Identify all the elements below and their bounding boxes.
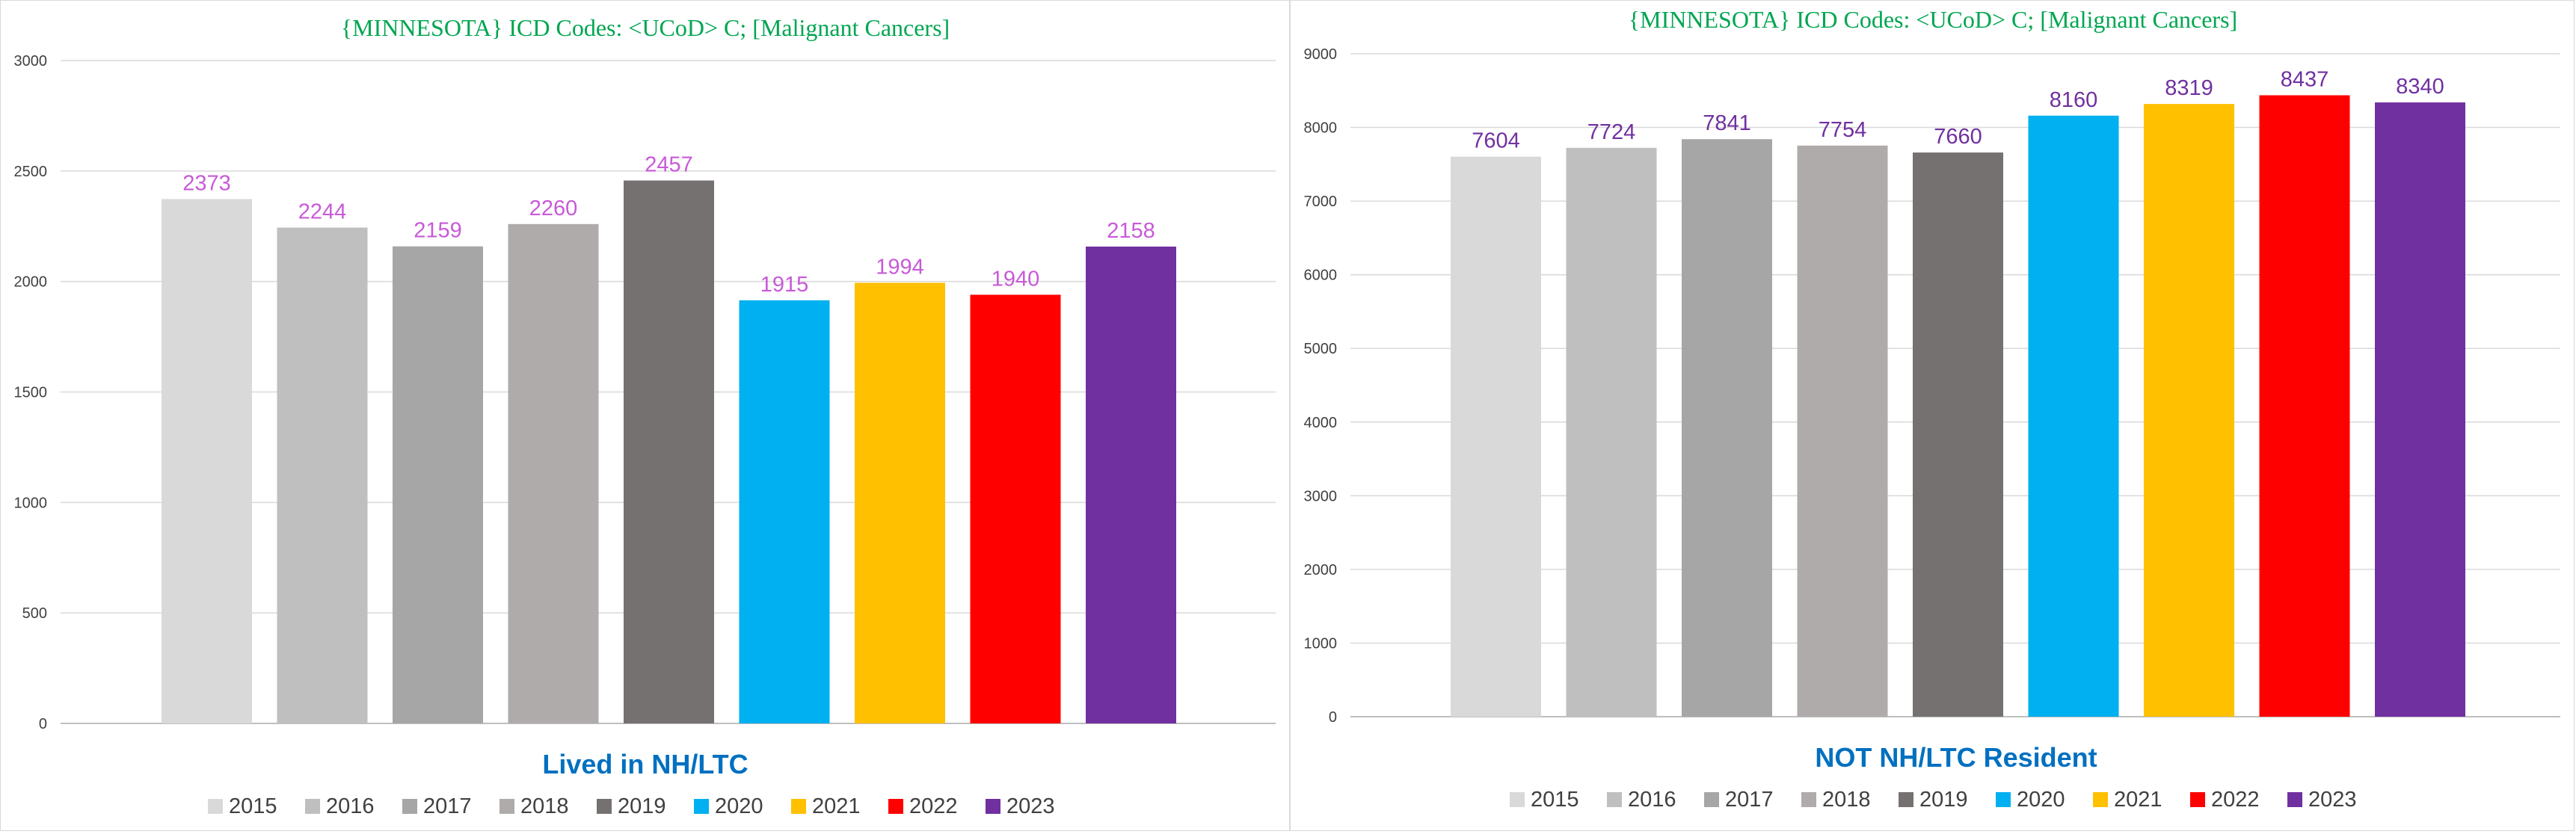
left-legend-swatch-2016 xyxy=(305,799,320,814)
left-data-label-2022: 1940 xyxy=(992,267,1040,291)
right-y-tick-label: 2000 xyxy=(1304,562,1338,578)
left-y-tick-label: 1500 xyxy=(14,385,48,401)
left-legend-swatch-2015 xyxy=(208,799,223,814)
right-legend-swatch-2022 xyxy=(2190,792,2205,807)
chart-right-svg: {MINNESOTA} ICD Codes: <UCoD> C; [Malign… xyxy=(1304,6,2560,812)
right-bar-2019 xyxy=(1913,152,2003,717)
right-legend-swatch-2016 xyxy=(1607,792,1622,807)
left-data-label-2023: 2158 xyxy=(1107,219,1155,243)
right-data-label-2020: 8160 xyxy=(2050,88,2098,112)
right-bar-2015 xyxy=(1451,156,1541,717)
right-legend-label-2020: 2020 xyxy=(2017,788,2065,812)
right-legend-label-2019: 2019 xyxy=(1919,788,1968,812)
left-legend-label-2015: 2015 xyxy=(229,794,277,818)
right-legend-label-2018: 2018 xyxy=(1822,788,1871,812)
right-data-label-2015: 7604 xyxy=(1472,129,1520,153)
right-bar-2017 xyxy=(1682,139,1772,717)
right-bar-2020 xyxy=(2028,115,2119,717)
left-y-tick-label: 3000 xyxy=(14,53,48,70)
chart-left-svg: {MINNESOTA} ICD Codes: <UCoD> C; [Malign… xyxy=(14,14,1276,818)
right-bar-2023 xyxy=(2375,102,2465,717)
right-legend-swatch-2020 xyxy=(1996,792,2011,807)
right-legend-label-2015: 2015 xyxy=(1531,788,1579,812)
left-legend-label-2019: 2019 xyxy=(618,794,666,818)
left-bar-2020 xyxy=(739,300,830,723)
left-y-tick-label: 2000 xyxy=(14,274,48,291)
right-y-tick-label: 6000 xyxy=(1304,268,1338,284)
right-bar-2016 xyxy=(1566,147,1657,717)
left-bar-2015 xyxy=(162,199,252,723)
left-y-tick-label: 500 xyxy=(22,605,47,622)
left-legend-label-2018: 2018 xyxy=(520,794,569,818)
right-y-tick-label: 9000 xyxy=(1304,46,1338,63)
right-legend-swatch-2019 xyxy=(1899,792,1913,807)
left-legend-label-2023: 2023 xyxy=(1006,794,1055,818)
right-y-tick-label: 4000 xyxy=(1304,415,1338,431)
left-legend-label-2021: 2021 xyxy=(812,794,861,818)
left-bar-2021 xyxy=(855,282,945,723)
right-legend-swatch-2015 xyxy=(1510,792,1525,807)
left-legend-label-2020: 2020 xyxy=(715,794,763,818)
left-bar-2023 xyxy=(1086,246,1176,724)
left-data-label-2018: 2260 xyxy=(529,197,578,220)
right-legend-label-2022: 2022 xyxy=(2211,788,2260,812)
left-bar-2018 xyxy=(508,223,599,723)
left-data-label-2017: 2159 xyxy=(414,219,462,243)
chart-panel-left: {MINNESOTA} ICD Codes: <UCoD> C; [Malign… xyxy=(0,0,1290,831)
left-legend-swatch-2020 xyxy=(694,799,709,814)
chart-panel-right: {MINNESOTA} ICD Codes: <UCoD> C; [Malign… xyxy=(1290,0,2575,831)
right-y-tick-label: 7000 xyxy=(1304,194,1338,210)
left-data-label-2021: 1994 xyxy=(876,255,924,279)
left-legend-swatch-2017 xyxy=(402,799,417,814)
left-legend-swatch-2023 xyxy=(986,799,1000,814)
left-legend-label-2017: 2017 xyxy=(423,794,472,818)
left-bar-2016 xyxy=(277,227,368,723)
left-x-axis-title: Lived in NH/LTC xyxy=(542,749,748,779)
right-chart-title: {MINNESOTA} ICD Codes: <UCoD> C; [Malign… xyxy=(1629,6,2237,33)
left-bar-2022 xyxy=(970,294,1061,723)
left-y-tick-label: 1000 xyxy=(14,495,48,511)
left-bar-2017 xyxy=(393,246,483,724)
right-y-tick-label: 1000 xyxy=(1304,635,1338,652)
left-legend-swatch-2019 xyxy=(597,799,612,814)
right-data-label-2023: 8340 xyxy=(2396,75,2444,99)
right-legend-label-2016: 2016 xyxy=(1628,788,1676,812)
right-legend-swatch-2023 xyxy=(2287,792,2302,807)
right-bar-2022 xyxy=(2259,95,2350,717)
left-chart-title: {MINNESOTA} ICD Codes: <UCoD> C; [Malign… xyxy=(341,14,950,41)
right-legend-label-2017: 2017 xyxy=(1725,788,1774,812)
right-data-label-2021: 8319 xyxy=(2165,76,2213,100)
left-legend-swatch-2021 xyxy=(791,799,806,814)
right-legend-label-2023: 2023 xyxy=(2308,788,2357,812)
left-data-label-2016: 2244 xyxy=(298,200,347,224)
right-y-tick-label: 8000 xyxy=(1304,120,1338,137)
right-data-label-2022: 8437 xyxy=(2281,67,2329,91)
right-legend-swatch-2018 xyxy=(1801,792,1816,807)
right-y-tick-label: 5000 xyxy=(1304,341,1338,357)
right-data-label-2018: 7754 xyxy=(1819,118,1867,142)
right-data-label-2017: 7841 xyxy=(1703,111,1751,135)
right-legend-swatch-2017 xyxy=(1704,792,1719,807)
right-legend-label-2021: 2021 xyxy=(2114,788,2162,812)
right-x-axis-title: NOT NH/LTC Resident xyxy=(1815,742,2097,773)
left-bar-2019 xyxy=(624,180,714,723)
left-y-tick-label: 0 xyxy=(39,716,47,732)
right-y-tick-label: 3000 xyxy=(1304,488,1338,504)
left-data-label-2020: 1915 xyxy=(760,273,809,297)
left-data-label-2019: 2457 xyxy=(645,153,693,177)
right-y-tick-label: 0 xyxy=(1329,709,1337,726)
right-data-label-2016: 7724 xyxy=(1587,120,1636,144)
left-data-label-2015: 2373 xyxy=(182,171,231,195)
left-legend-label-2022: 2022 xyxy=(909,794,958,818)
right-bar-2018 xyxy=(1797,145,1888,717)
left-legend-swatch-2018 xyxy=(499,799,514,814)
left-y-tick-label: 2500 xyxy=(14,164,48,180)
right-legend-swatch-2021 xyxy=(2093,792,2108,807)
left-legend-swatch-2022 xyxy=(888,799,903,814)
left-legend-label-2016: 2016 xyxy=(326,794,375,818)
right-bar-2021 xyxy=(2144,104,2234,717)
right-data-label-2019: 7660 xyxy=(1934,125,1982,149)
